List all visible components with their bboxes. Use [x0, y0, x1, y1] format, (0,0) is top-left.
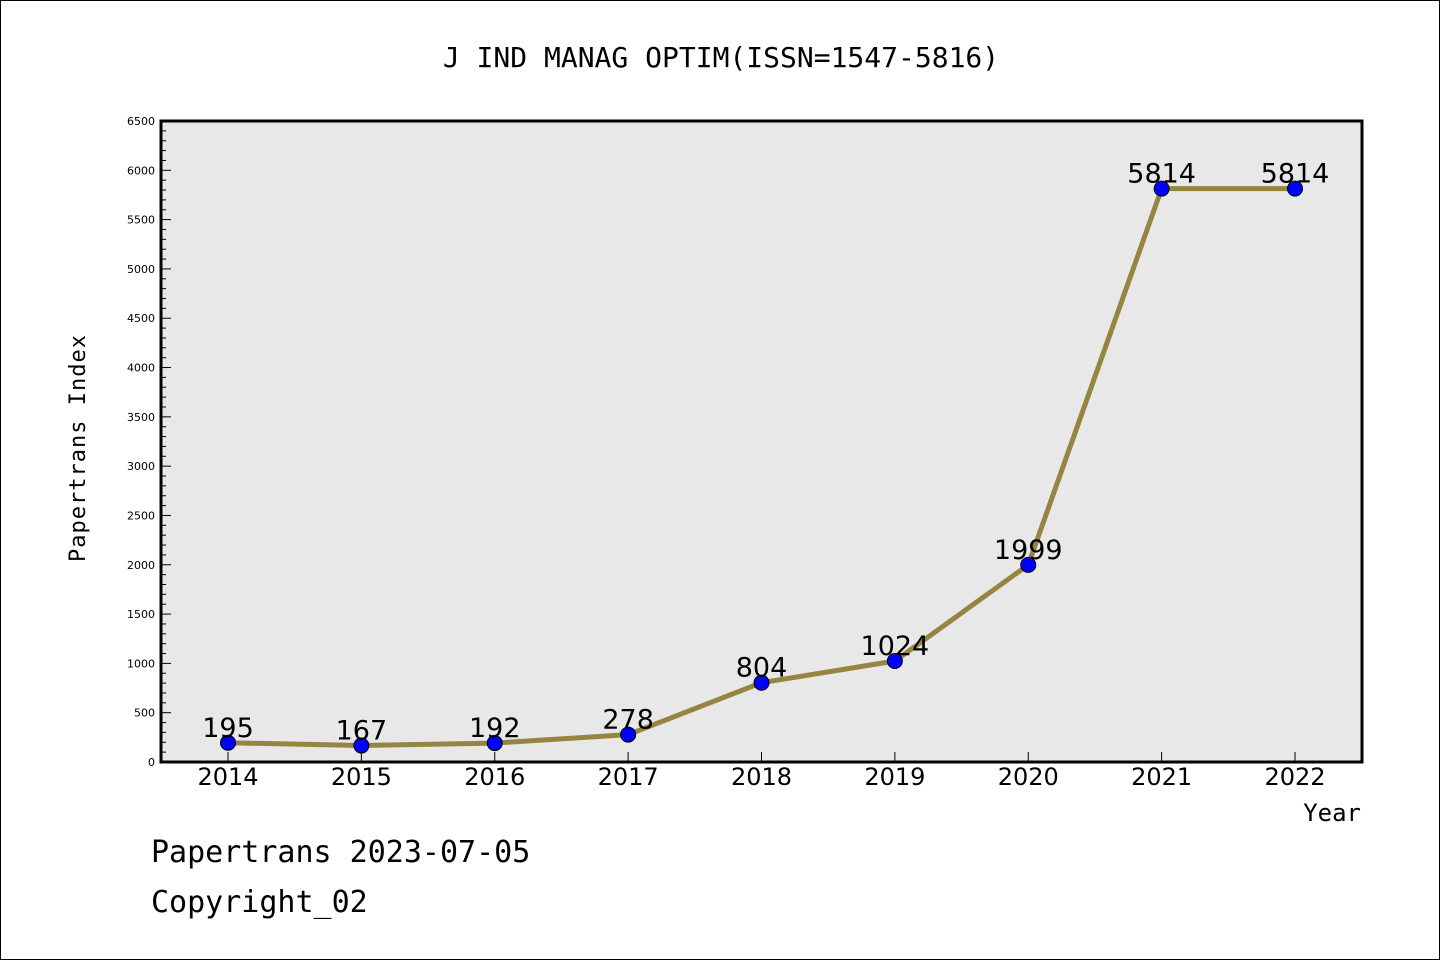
y-tick-label: 2000	[127, 559, 155, 572]
y-axis: 0 500 1000 1500 2000 2500 3000 3500 4000 4500 5000…	[127, 115, 171, 769]
data-point	[1287, 180, 1303, 197]
y-tick-label: 4500	[127, 312, 155, 325]
y-tick-label: 3000	[127, 460, 155, 473]
y-tick-label: 5500	[127, 214, 155, 227]
x-tick-label: 2015	[331, 763, 392, 791]
data-point	[1020, 556, 1037, 573]
x-tick-label: 2022	[1264, 763, 1325, 791]
data-label: 1999	[994, 535, 1063, 566]
series-line-group	[220, 180, 1303, 754]
data-label: 5814	[1127, 159, 1196, 190]
data-point	[620, 726, 637, 743]
x-tick-label: 2016	[464, 763, 525, 791]
y-tick-label: 5000	[127, 263, 155, 276]
data-point	[886, 653, 903, 670]
x-tick-label: 2017	[598, 763, 659, 791]
data-label: 278	[602, 705, 654, 736]
y-tick-label: 1000	[127, 657, 155, 670]
data-point	[1153, 180, 1170, 197]
chart-title: J IND MANAG OPTIM(ISSN=1547-5816)	[443, 41, 999, 74]
footer-copyright: Copyright_02	[151, 885, 368, 920]
data-label: 804	[736, 653, 788, 684]
data-label: 5814	[1261, 159, 1330, 190]
y-tick-label: 500	[134, 707, 155, 720]
data-point	[220, 734, 236, 751]
x-axis: 2014 2015 2016 2017 2018 2019 2020 2021 2022	[197, 752, 1326, 791]
y-tick-label: 3500	[127, 411, 155, 424]
y-tick-label: 0	[148, 756, 155, 769]
x-tick-label: 2014	[197, 763, 258, 791]
data-point	[753, 674, 770, 691]
plot-area	[159, 119, 1364, 764]
footer-date-line: Papertrans 2023-07-05	[151, 835, 531, 870]
x-tick-label: 2018	[731, 763, 792, 791]
y-tick-label: 2500	[127, 509, 155, 522]
x-tick-label: 2020	[998, 763, 1059, 791]
y-tick-label: 6500	[127, 115, 155, 128]
y-tick-label: 4000	[127, 362, 155, 375]
data-label: 167	[336, 716, 388, 747]
data-label: 195	[202, 713, 254, 744]
data-labels-group: 195 167 192 278 804 1024 1999 5814 5814	[202, 159, 1329, 747]
data-point	[353, 737, 370, 754]
x-tick-label: 2021	[1131, 763, 1192, 791]
y-tick-label: 6000	[127, 164, 155, 177]
data-label: 192	[469, 713, 521, 744]
data-point	[486, 735, 503, 752]
y-tick-label: 1500	[127, 608, 155, 621]
data-label: 1024	[861, 631, 930, 662]
y-axis-label: Papertrans Index	[66, 334, 91, 562]
x-axis-label: Year	[1303, 799, 1361, 827]
x-tick-label: 2019	[864, 763, 925, 791]
